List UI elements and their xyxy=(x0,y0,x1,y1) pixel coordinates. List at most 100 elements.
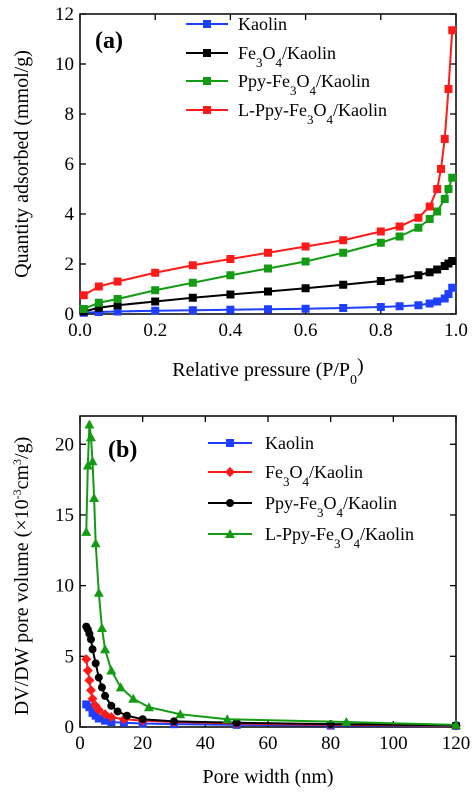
x-tick-label: 100 xyxy=(379,733,408,754)
data-point xyxy=(151,306,160,315)
legend-label-part: /Kaolin xyxy=(333,100,387,120)
legend-label-part: L-Ppy-Fe xyxy=(265,524,334,544)
data-point xyxy=(425,268,434,277)
data-point xyxy=(226,255,235,263)
data-point xyxy=(414,223,423,232)
data-point xyxy=(94,282,103,291)
data-point xyxy=(264,248,272,257)
y-axis-label-mid: cm xyxy=(11,465,33,490)
legend-marker xyxy=(226,499,234,507)
data-point xyxy=(425,202,434,211)
data-point xyxy=(115,682,126,692)
data-point xyxy=(100,644,111,654)
data-point xyxy=(264,305,272,314)
data-point xyxy=(85,703,94,712)
y-tick-label: 5 xyxy=(65,646,75,667)
y-tick-label: 12 xyxy=(55,4,74,25)
legend-label-subscript: 4 xyxy=(337,505,344,520)
legend-marker xyxy=(203,106,211,114)
data-point xyxy=(88,645,97,654)
y-tick-label: 10 xyxy=(55,54,74,75)
y-axis-label-superscript: 3 xyxy=(10,459,24,465)
panel-label: (b) xyxy=(108,437,137,463)
data-point xyxy=(93,587,104,597)
legend-label-subscript: 4 xyxy=(354,536,361,551)
data-point xyxy=(444,290,453,298)
x-tick-label: 0.4 xyxy=(219,320,243,341)
legend-label-subscript: 3 xyxy=(256,55,263,70)
legend: KaolinFe3O4/KaolinPpy-Fe3O4/KaolinL-Ppy-… xyxy=(186,14,387,127)
x-tick-label: 0.8 xyxy=(369,320,393,341)
legend-label-part: Fe xyxy=(265,462,283,482)
data-point xyxy=(170,717,178,726)
series-line xyxy=(85,626,457,727)
x-axis-label: Pore width (nm) xyxy=(202,766,333,788)
legend-label-subscript: 3 xyxy=(334,536,341,551)
legend-marker xyxy=(203,49,211,57)
data-point xyxy=(188,278,197,287)
legend-label-part: /Kaolin xyxy=(282,43,336,63)
legend-marker xyxy=(226,439,234,447)
data-point xyxy=(94,673,103,682)
data-point xyxy=(301,257,310,266)
data-point xyxy=(101,691,110,700)
legend-label-subscript: 3 xyxy=(290,83,297,98)
x-axis-label-subscript: 0 xyxy=(350,373,357,388)
x-axis-label-main: Relative pressure (P/P xyxy=(172,359,350,381)
data-point xyxy=(82,665,93,676)
chart-panel-a: 0.0 0.2 0.4 0.6 0.8 1.0024681012(a)KaolinFe3O… xyxy=(11,4,468,388)
y-axis-label: DV/DW pore volume (×10-3cm3/g) xyxy=(10,437,33,716)
legend-label-part: /Kaolin xyxy=(316,71,370,91)
legend-label-part: Kaolin xyxy=(238,14,287,34)
x-axis-label-tail: ) xyxy=(357,355,364,377)
y-tick-label: 2 xyxy=(65,254,75,275)
data-point xyxy=(414,271,423,280)
data-point xyxy=(94,714,103,723)
data-point xyxy=(106,665,117,675)
legend-label-part: /Kaolin xyxy=(360,524,414,544)
legend-label: Ppy-Fe3O4/Kaolin xyxy=(238,71,370,98)
data-point xyxy=(106,712,117,723)
x-tick-label: 0.0 xyxy=(68,320,92,341)
data-point xyxy=(440,135,449,143)
legend-label-part: O xyxy=(263,43,276,63)
legend-label-subscript: 4 xyxy=(327,112,334,127)
legend-label-part: /Kaolin xyxy=(309,462,363,482)
data-point xyxy=(226,290,235,299)
data-point xyxy=(96,623,107,633)
data-point xyxy=(448,26,457,35)
data-point xyxy=(90,538,101,548)
data-point xyxy=(433,185,442,193)
data-point xyxy=(79,305,88,313)
y-axis-label-main: Quantity adsorbed (mmol/g) xyxy=(11,50,33,278)
data-point xyxy=(425,215,434,223)
series-ppy-fe3o4-kaolin xyxy=(79,173,457,313)
data-point xyxy=(433,265,442,274)
legend-marker xyxy=(225,467,235,477)
data-point xyxy=(339,280,348,289)
x-tick-label: 1.0 xyxy=(444,320,468,341)
legend: KaolinFe3O4/KaolinPpy-Fe3O4/KaolinL-Ppy-… xyxy=(208,433,414,551)
y-axis-label-main: DV/DW pore volume (×10 xyxy=(11,499,33,715)
series-fe3o4-kaolin xyxy=(79,257,457,316)
data-point xyxy=(264,287,272,296)
data-point xyxy=(113,301,122,310)
data-point xyxy=(94,298,103,307)
data-point xyxy=(81,526,92,536)
data-point xyxy=(113,707,122,716)
data-point xyxy=(113,295,122,303)
data-point xyxy=(339,304,348,312)
data-point xyxy=(101,716,110,725)
legend-label-part: O xyxy=(290,462,303,482)
data-point xyxy=(301,242,310,251)
data-point xyxy=(339,248,348,257)
data-point xyxy=(232,718,241,727)
x-tick-label: 20 xyxy=(133,733,152,754)
data-point xyxy=(123,711,131,720)
legend-label: L-Ppy-Fe3O4/Kaolin xyxy=(238,100,387,127)
data-point xyxy=(451,719,461,729)
data-point xyxy=(188,306,197,315)
y-tick-label: 0 xyxy=(65,717,75,738)
data-point xyxy=(448,173,457,182)
